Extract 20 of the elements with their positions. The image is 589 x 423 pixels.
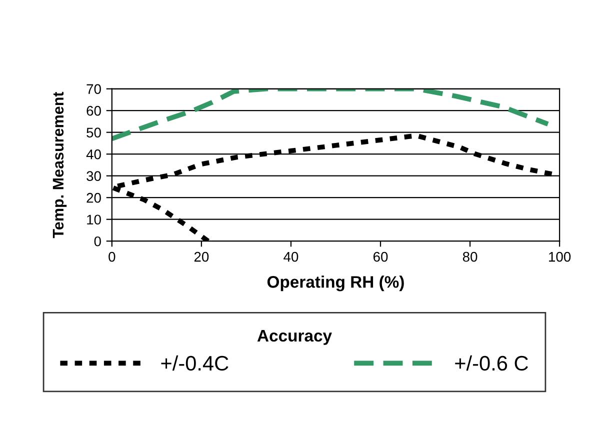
legend-label: +/-0.4C [161,355,228,371]
x-tick-label: 100 [549,252,571,262]
line-series [112,88,550,142]
y-tick-label: 20 [86,192,101,203]
x-tick-label: 40 [284,252,298,262]
y-tick-label: 30 [86,171,101,182]
y-axis-title: Temp. Measurement [52,92,67,238]
x-tick-label: 20 [194,252,209,262]
legend-label: +/-0.6 C [455,355,528,371]
y-tick-label: 40 [86,149,101,160]
y-tick-label: 10 [87,214,101,225]
y-tick-label: 0 [94,236,101,246]
x-tick-label: 0 [108,252,116,262]
y-tick-label: 60 [86,106,101,116]
x-tick-label: 80 [462,252,478,262]
y-tick-label: 70 [86,84,101,94]
x-tick-label: 60 [373,252,388,262]
x-axis-title: Operating RH (%) [267,276,404,292]
y-tick-label: 50 [86,128,101,138]
legend-title: Accuracy [257,330,332,345]
